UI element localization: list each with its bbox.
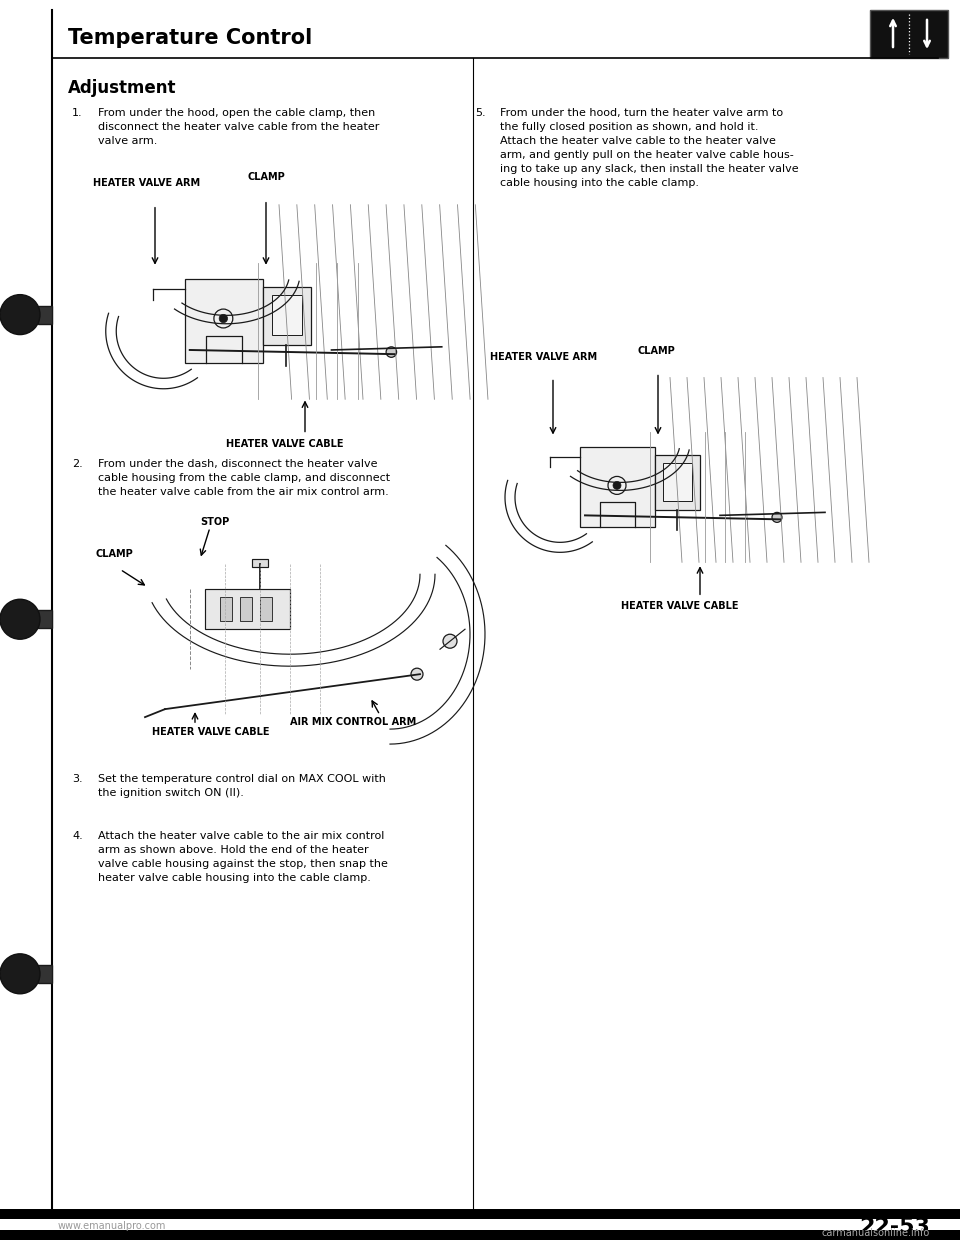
Text: AIR MIX CONTROL ARM: AIR MIX CONTROL ARM: [290, 717, 417, 727]
Bar: [252, 559, 268, 568]
Circle shape: [0, 954, 40, 994]
Bar: [0, 1208, 960, 1218]
Bar: [663, 463, 692, 502]
Text: 1.: 1.: [72, 108, 83, 118]
Text: 3.: 3.: [72, 774, 83, 784]
Bar: [38, 965, 52, 982]
Bar: [0, 1231, 960, 1241]
Bar: [38, 306, 52, 324]
Bar: [240, 597, 252, 621]
Text: Adjustment: Adjustment: [68, 79, 177, 97]
Text: STOP: STOP: [200, 518, 229, 528]
Bar: [38, 610, 52, 628]
Text: CLAMP: CLAMP: [248, 171, 286, 181]
Circle shape: [0, 294, 40, 334]
Text: www.emanualpro.com: www.emanualpro.com: [58, 1221, 166, 1232]
Circle shape: [386, 347, 396, 358]
Text: HEATER VALVE ARM: HEATER VALVE ARM: [93, 178, 200, 188]
Bar: [272, 296, 302, 335]
Text: Temperature Control: Temperature Control: [68, 29, 312, 48]
Bar: [263, 287, 310, 345]
Bar: [260, 597, 272, 621]
Bar: [205, 589, 290, 630]
Text: Set the temperature control dial on MAX COOL with
the ignition switch ON (II).: Set the temperature control dial on MAX …: [98, 774, 386, 799]
Text: From under the dash, disconnect the heater valve
cable housing from the cable cl: From under the dash, disconnect the heat…: [98, 460, 390, 498]
Circle shape: [613, 482, 621, 489]
Text: CLAMP: CLAMP: [638, 345, 676, 355]
Text: HEATER VALVE CABLE: HEATER VALVE CABLE: [227, 440, 344, 450]
Text: HEATER VALVE CABLE: HEATER VALVE CABLE: [621, 601, 739, 611]
Text: 5.: 5.: [475, 108, 486, 118]
Bar: [580, 447, 655, 528]
Bar: [870, 10, 948, 58]
Text: CLAMP: CLAMP: [95, 549, 132, 559]
Text: Attach the heater valve cable to the air mix control
arm as shown above. Hold th: Attach the heater valve cable to the air…: [98, 831, 388, 883]
Circle shape: [0, 600, 40, 640]
Text: 22-53: 22-53: [859, 1216, 930, 1237]
Text: 2.: 2.: [72, 460, 83, 469]
Bar: [220, 597, 232, 621]
Bar: [655, 456, 700, 510]
Text: From under the hood, open the cable clamp, then
disconnect the heater valve cabl: From under the hood, open the cable clam…: [98, 108, 379, 145]
Text: From under the hood, turn the heater valve arm to
the fully closed position as s: From under the hood, turn the heater val…: [500, 108, 799, 188]
Circle shape: [411, 668, 423, 681]
Circle shape: [772, 513, 782, 523]
Text: HEATER VALVE ARM: HEATER VALVE ARM: [490, 351, 597, 361]
Text: carmanualsonline.info: carmanualsonline.info: [822, 1228, 930, 1238]
Circle shape: [443, 635, 457, 648]
Circle shape: [219, 314, 228, 323]
Bar: [184, 278, 263, 363]
Text: 4.: 4.: [72, 831, 83, 841]
Text: HEATER VALVE CABLE: HEATER VALVE CABLE: [152, 727, 270, 737]
